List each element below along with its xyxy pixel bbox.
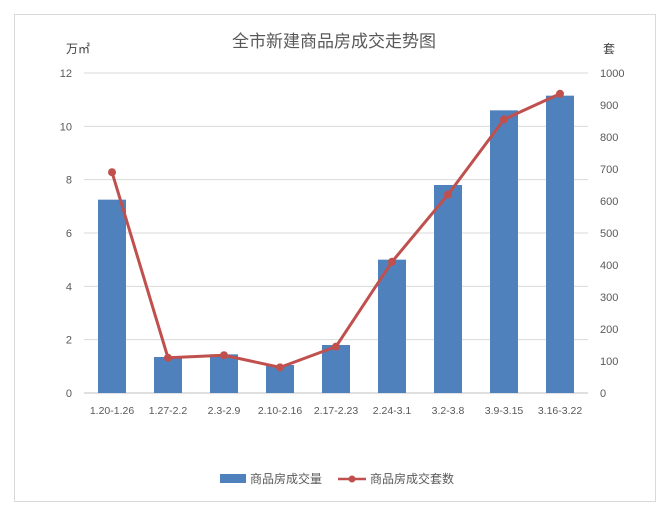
bar xyxy=(154,357,182,393)
legend-swatch-bar xyxy=(220,474,246,483)
bar xyxy=(546,95,574,394)
bar-series xyxy=(98,95,574,394)
right-tick-label: 700 xyxy=(600,164,618,176)
left-tick-label: 8 xyxy=(66,175,72,187)
right-axis-unit: 套 xyxy=(603,42,615,56)
right-tick-label: 900 xyxy=(600,100,618,112)
x-axis-ticks: 1.20-1.26 1.27-2.2 2.3-2.9 2.10-2.16 2.17-2.… xyxy=(90,405,583,417)
right-tick-label: 300 xyxy=(600,292,618,304)
x-tick-label: 1.20-1.26 xyxy=(90,405,135,417)
left-tick-label: 0 xyxy=(66,388,72,400)
right-tick-label: 100 xyxy=(600,356,618,368)
x-tick-label: 2.10-2.16 xyxy=(258,405,303,417)
bar xyxy=(210,354,238,393)
line-point xyxy=(500,115,508,124)
right-tick-label: 400 xyxy=(600,260,618,272)
right-tick-label: 600 xyxy=(600,196,618,208)
x-tick-label: 3.16-3.22 xyxy=(538,405,583,417)
left-tick-label: 2 xyxy=(66,335,72,347)
bar xyxy=(378,259,406,393)
right-tick-label: 200 xyxy=(600,324,618,336)
bar xyxy=(490,110,518,393)
right-tick-label: 500 xyxy=(600,228,618,240)
line-point xyxy=(164,353,172,362)
left-tick-label: 4 xyxy=(66,281,72,293)
legend-swatch-marker xyxy=(348,475,356,483)
left-axis-ticks: 0 2 4 6 8 10 12 xyxy=(60,68,72,400)
x-tick-label: 3.2-3.8 xyxy=(432,405,465,417)
line-series xyxy=(108,89,564,372)
x-tick-label: 2.3-2.9 xyxy=(208,405,241,417)
right-tick-label: 1000 xyxy=(600,68,624,80)
right-axis-ticks: 0 100 200 300 400 500 600 700 800 900 1000 xyxy=(600,68,624,400)
line-point xyxy=(556,89,564,98)
line-point xyxy=(388,257,396,266)
line-point xyxy=(444,190,452,199)
line-point xyxy=(332,342,340,351)
legend-label-bar: 商品房成交量 xyxy=(250,471,322,486)
left-axis-unit: 万㎡ xyxy=(66,42,90,56)
x-tick-label: 1.27-2.2 xyxy=(149,405,188,417)
chart-title: 全市新建商品房成交走势图 xyxy=(232,32,436,52)
right-tick-label: 800 xyxy=(600,132,618,144)
left-tick-label: 6 xyxy=(66,228,72,240)
left-tick-label: 12 xyxy=(60,68,72,80)
x-tick-label: 2.24-3.1 xyxy=(373,405,412,417)
x-tick-label: 2.17-2.23 xyxy=(314,405,359,417)
bar xyxy=(434,185,462,393)
right-tick-label: 0 xyxy=(600,388,606,400)
left-tick-label: 10 xyxy=(60,121,72,133)
line-point xyxy=(220,351,228,360)
legend-label-line: 商品房成交套数 xyxy=(370,471,454,486)
legend: 商品房成交量 商品房成交套数 xyxy=(220,471,454,486)
bar xyxy=(98,199,126,393)
line-point xyxy=(276,363,284,372)
line-point xyxy=(108,168,116,177)
bar xyxy=(322,345,350,393)
x-tick-label: 3.9-3.15 xyxy=(485,405,524,417)
